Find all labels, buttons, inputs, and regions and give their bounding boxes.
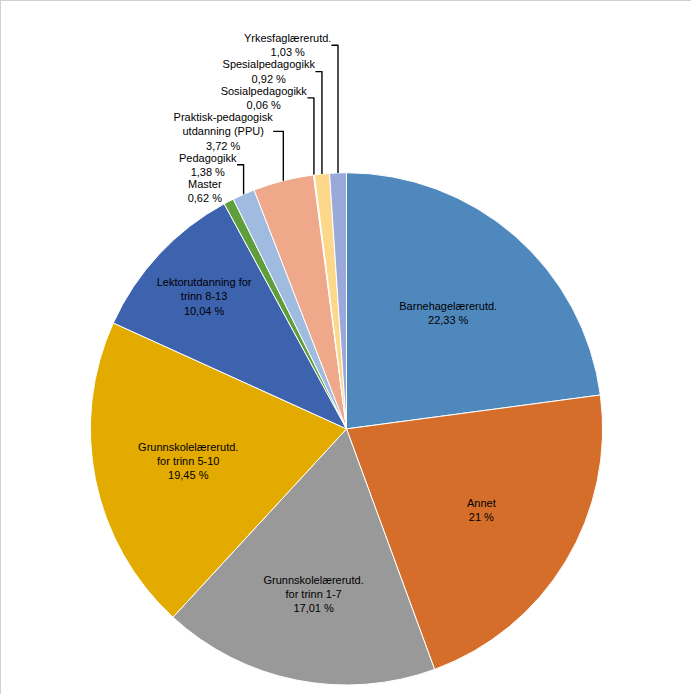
svg-text:Grunnskolelærerutd.for trinn 1: Grunnskolelærerutd.for trinn 1-717,01 % [263, 574, 363, 615]
svg-text:Lektorutdanning fortrinn 8-131: Lektorutdanning fortrinn 8-1310,04 % [157, 276, 252, 317]
svg-text:Annet21 %: Annet21 % [467, 497, 496, 523]
svg-text:Praktisk-pedagogiskutdanning (: Praktisk-pedagogiskutdanning (PPU)3,72 % [174, 111, 274, 152]
svg-text:Barnehagelærerutd.22,33 %: Barnehagelærerutd.22,33 % [399, 300, 497, 326]
svg-text:Grunnskolelærerutd.for trinn 5: Grunnskolelærerutd.for trinn 5-1019,45 % [138, 441, 238, 482]
svg-text:Sosialpedagogikk0,06 %: Sosialpedagogikk0,06 % [221, 85, 308, 111]
svg-text:Pedagogikk1,38 %: Pedagogikk1,38 % [179, 152, 237, 178]
svg-text:Yrkesfaglærerutd.1,03 %: Yrkesfaglærerutd.1,03 % [244, 32, 331, 58]
svg-text:Master0,62 %: Master0,62 % [188, 178, 222, 204]
svg-text:Spesialpedagogikk0,92 %: Spesialpedagogikk0,92 % [223, 58, 316, 84]
